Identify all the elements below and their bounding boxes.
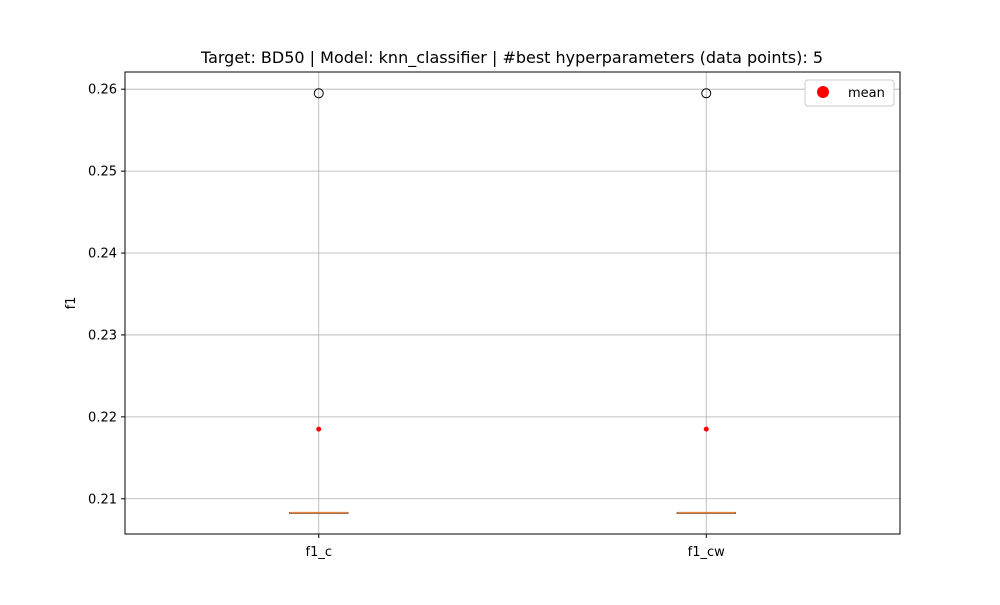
y-tick-label: 0.24 <box>88 247 117 262</box>
legend-mean-label: mean <box>848 86 885 101</box>
y-tick-label: 0.26 <box>88 83 117 98</box>
data-marks <box>289 88 736 514</box>
mean-point <box>703 426 709 432</box>
x-tick-label: f1_c <box>306 545 333 560</box>
chart-title: Target: BD50 | Model: knn_classifier | #… <box>200 48 823 68</box>
y-tick-label: 0.23 <box>88 328 117 343</box>
y-tick-label: 0.25 <box>88 165 117 180</box>
x-tick-label: f1_cw <box>688 545 725 560</box>
y-axis-label: f1 <box>64 297 79 310</box>
mean-point <box>316 426 322 432</box>
axes: 0.21 0.22 0.23 0.24 0.25 0.26 f1_c f1_cw <box>88 83 725 560</box>
plot-frame <box>124 71 901 535</box>
outlier-point <box>701 88 712 99</box>
outlier-point <box>313 88 324 99</box>
y-tick-label: 0.21 <box>88 492 117 507</box>
grid-lines <box>125 72 900 534</box>
y-tick-label: 0.22 <box>88 410 117 425</box>
legend-mean-marker <box>817 86 829 98</box>
legend: mean <box>804 79 895 107</box>
legend-box <box>804 79 895 107</box>
